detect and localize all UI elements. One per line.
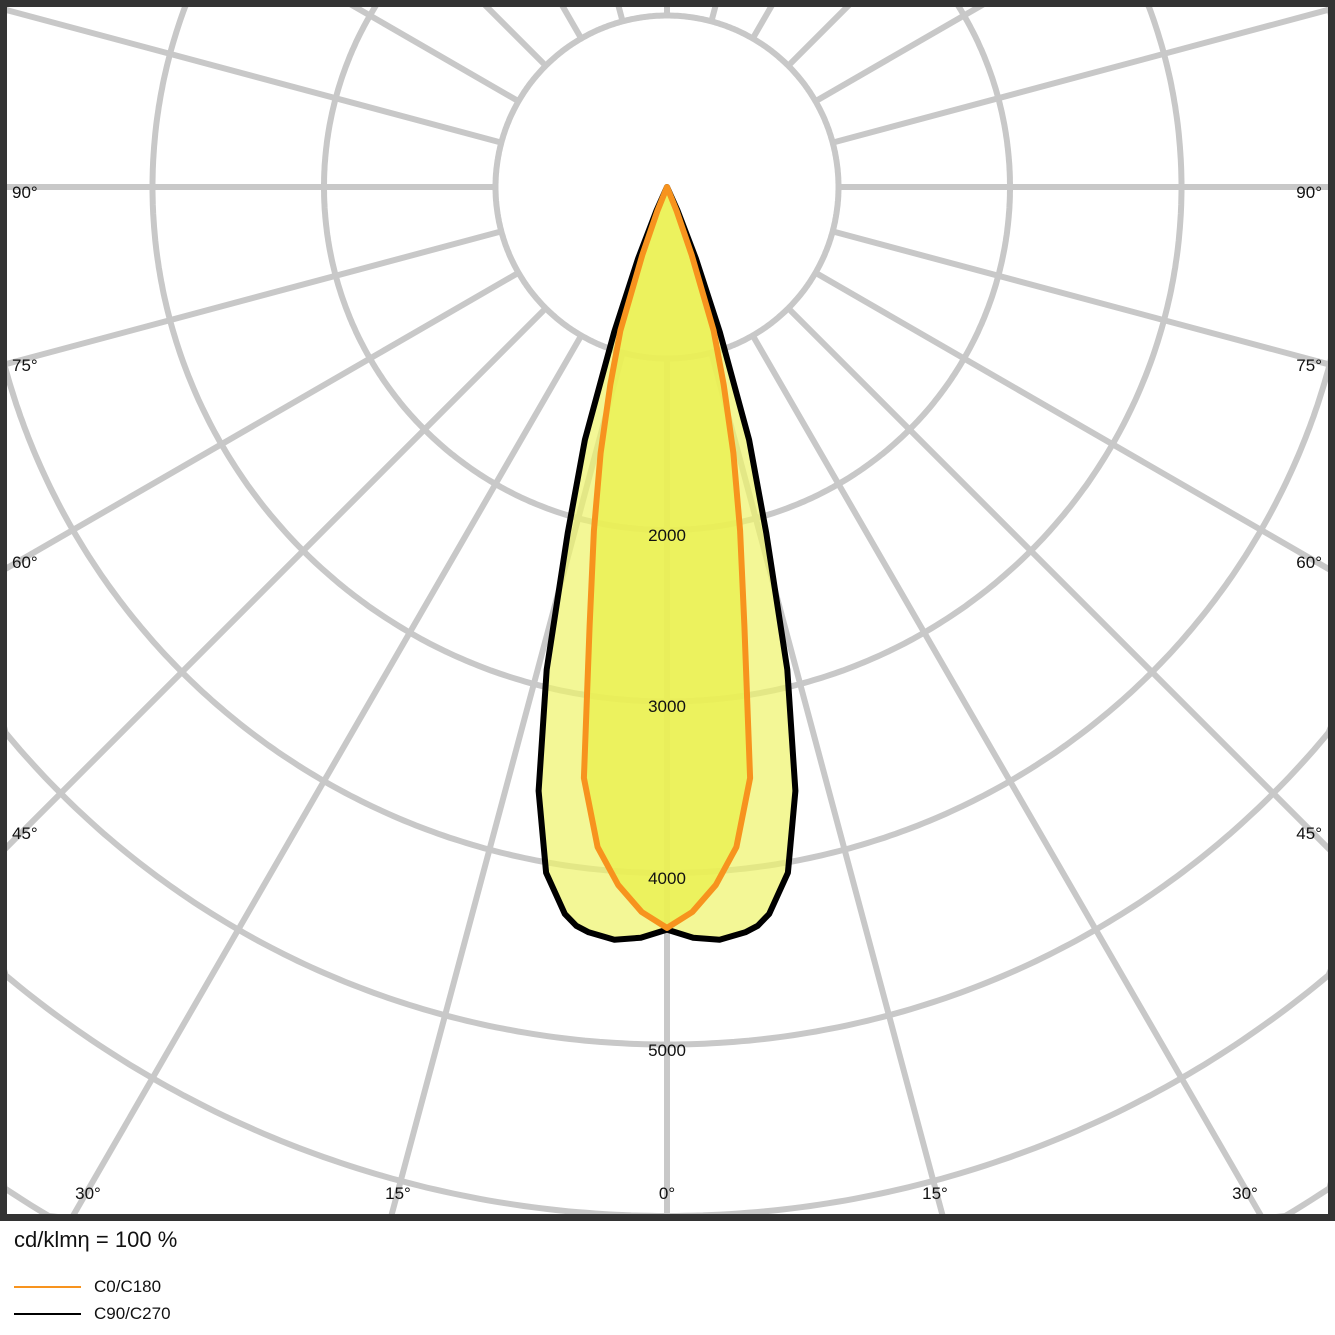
series-line-c0-c180	[580, 184, 754, 931]
angle-label-left-45: 45°	[12, 824, 38, 843]
angle-label-right-90: 90°	[1296, 183, 1322, 202]
angle-label-bottom-30-left: 30°	[75, 1184, 101, 1203]
angle-label-left-75: 75°	[12, 356, 38, 375]
legend-label: C90/C270	[94, 1304, 171, 1323]
radial-label-5000: 5000	[648, 1041, 686, 1060]
grid-spoke	[814, 1, 986, 104]
radial-label-2000: 2000	[648, 526, 686, 545]
angle-label-right-45: 45°	[1296, 824, 1322, 843]
unit-label: cd/klmη = 100 %	[14, 1227, 178, 1252]
grid-spoke	[3, 6, 503, 146]
curves	[535, 184, 799, 943]
legend-item-c0-c180: C0/C180	[14, 1277, 161, 1297]
chart-frame	[0, 0, 1335, 1221]
legend-swatch-orange	[14, 1286, 81, 1288]
grid-spoke	[3, 228, 503, 368]
angle-label-bottom-15-right: 15°	[922, 1184, 948, 1203]
grid-spoke	[831, 228, 1332, 368]
grid-spoke	[558, 2, 584, 40]
grid-spoke	[814, 270, 1333, 573]
legend-label: C0/C180	[94, 1277, 162, 1296]
fill-c0-c180	[583, 187, 751, 928]
legend-swatch-black	[14, 1313, 81, 1315]
radial-label-3000: 3000	[648, 697, 686, 716]
grid-spoke	[786, 1, 853, 68]
angle-label-right-60: 60°	[1296, 553, 1322, 572]
angle-label-bottom-15-left: 15°	[385, 1184, 411, 1203]
angle-label-bottom-0: 0°	[659, 1184, 675, 1203]
grid-spoke	[750, 334, 1265, 1219]
angle-label-left-90: 90°	[12, 183, 38, 202]
polar-chart: 90° 75° 60° 45° 90° 75° 60° 45° 30° 15° …	[0, 0, 1335, 1221]
radial-label-4000: 4000	[648, 869, 686, 888]
grid-spoke	[348, 1, 520, 104]
grid-spoke	[831, 6, 1332, 146]
angle-label-bottom-30-right: 30°	[1232, 1184, 1258, 1203]
grid-spoke	[786, 306, 1334, 854]
angle-label-left-60: 60°	[12, 553, 38, 572]
grid-spoke	[69, 334, 584, 1219]
grid-spoke	[750, 2, 776, 40]
grid-spoke	[1, 306, 548, 853]
angle-label-right-75: 75°	[1296, 356, 1322, 375]
grid-spoke	[481, 1, 548, 68]
grid-spoke	[2, 270, 520, 573]
legend-item-c90-c270: C90/C270	[14, 1304, 171, 1324]
